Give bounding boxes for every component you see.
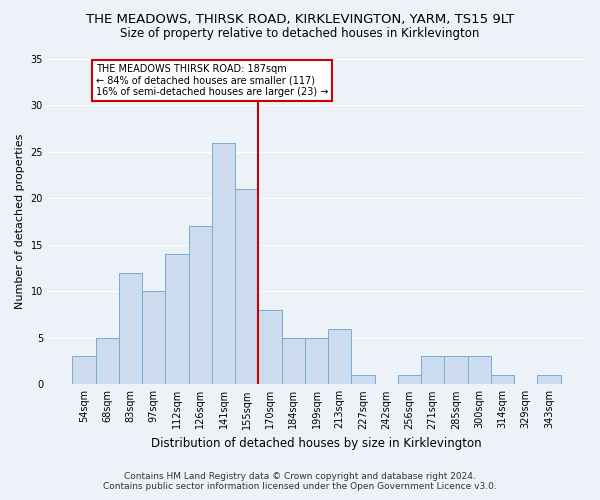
Bar (281, 338, 305, 384)
Y-axis label: Number of detached properties: Number of detached properties (15, 134, 25, 310)
Bar (95, 338, 119, 384)
Bar (491, 375, 514, 384)
Bar (538, 375, 560, 384)
Bar (259, 310, 281, 384)
Text: THE MEADOWS, THIRSK ROAD, KIRKLEVINGTON, YARM, TS15 9LT: THE MEADOWS, THIRSK ROAD, KIRKLEVINGTON,… (86, 12, 514, 26)
X-axis label: Distribution of detached houses by size in Kirklevington: Distribution of detached houses by size … (151, 437, 482, 450)
Bar (166, 254, 188, 384)
Bar (305, 338, 328, 384)
Bar (235, 189, 259, 384)
Text: Contains HM Land Registry data © Crown copyright and database right 2024.
Contai: Contains HM Land Registry data © Crown c… (103, 472, 497, 491)
Bar (188, 226, 212, 384)
Bar (73, 356, 95, 384)
Bar (421, 356, 445, 384)
Bar (119, 273, 142, 384)
Bar (398, 375, 421, 384)
Bar (467, 356, 491, 384)
Bar (328, 328, 352, 384)
Bar (212, 142, 235, 384)
Text: Size of property relative to detached houses in Kirklevington: Size of property relative to detached ho… (121, 28, 479, 40)
Bar (445, 356, 467, 384)
Text: THE MEADOWS THIRSK ROAD: 187sqm
← 84% of detached houses are smaller (117)
16% o: THE MEADOWS THIRSK ROAD: 187sqm ← 84% of… (95, 64, 328, 97)
Bar (352, 375, 374, 384)
Bar (142, 292, 166, 384)
